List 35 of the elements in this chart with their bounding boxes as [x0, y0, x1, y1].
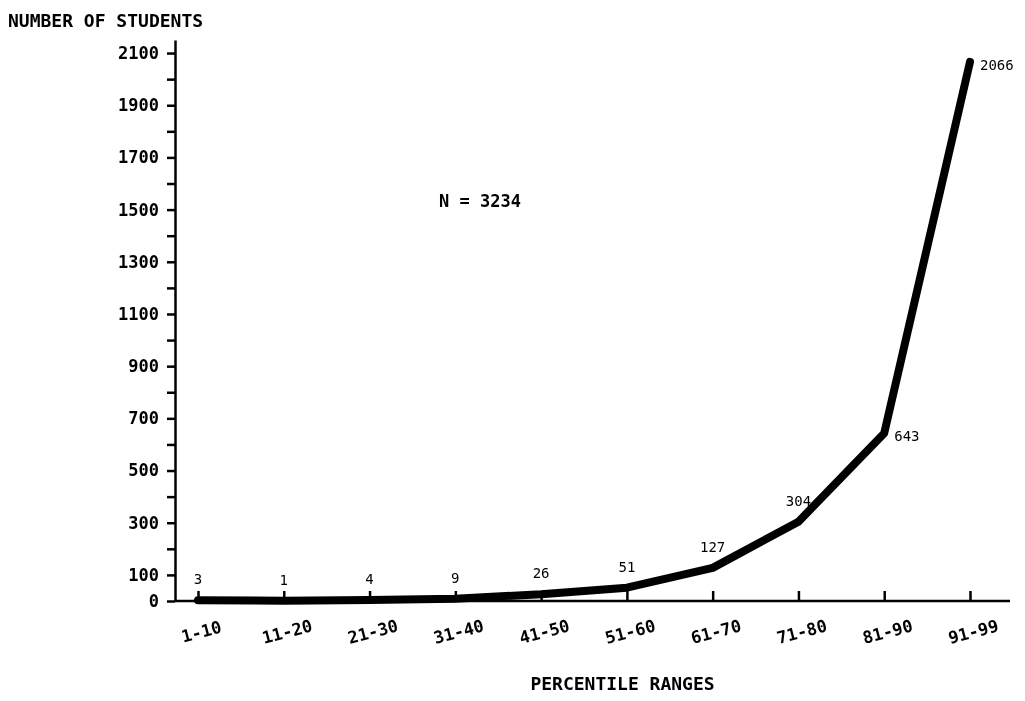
y-axis-title: NUMBER OF STUDENTS	[8, 10, 204, 31]
data-label: 51	[618, 558, 636, 575]
y-tick-label: 1500	[118, 199, 159, 220]
data-label: 304	[785, 492, 812, 509]
annotation: N = 3234	[439, 191, 521, 211]
data-label: 3	[193, 571, 203, 588]
data-label: 643	[894, 428, 920, 445]
x-tick-label: 11-20	[259, 615, 315, 648]
y-tick-label: 700	[128, 408, 159, 429]
x-tick-label: 81-90	[860, 615, 915, 648]
y-tick-label: 1300	[118, 251, 159, 272]
data-label: 127	[700, 538, 726, 555]
x-tick-label: 51-60	[602, 615, 658, 648]
x-tick-label: 31-40	[431, 615, 487, 648]
y-tick-label: 900	[128, 356, 159, 377]
y-tick-label: 500	[128, 460, 159, 481]
data-label: 1	[279, 571, 288, 588]
data-label: 9	[451, 569, 460, 586]
x-tick-label: 91-99	[946, 615, 1001, 648]
data-label: 26	[532, 565, 550, 582]
y-tick-label: 1100	[118, 303, 159, 324]
y-tick-label: 0	[148, 590, 159, 611]
data-label: 2066	[980, 56, 1014, 73]
x-tick-label: 41-50	[517, 615, 572, 648]
x-tick-label: 71-80	[774, 615, 830, 648]
y-tick-label: 1900	[118, 95, 159, 116]
y-tick-label: 2100	[118, 42, 159, 63]
y-tick-label: 100	[128, 564, 159, 585]
x-tick-label: 61-70	[688, 615, 744, 648]
x-tick-label: 21-30	[345, 615, 401, 648]
x-axis-title: PERCENTILE RANGES	[530, 673, 715, 694]
x-tick-label: 1-10	[179, 616, 224, 647]
data-label: 4	[365, 570, 374, 587]
y-tick-label: 300	[128, 512, 159, 533]
y-tick-label: 1700	[118, 147, 159, 168]
